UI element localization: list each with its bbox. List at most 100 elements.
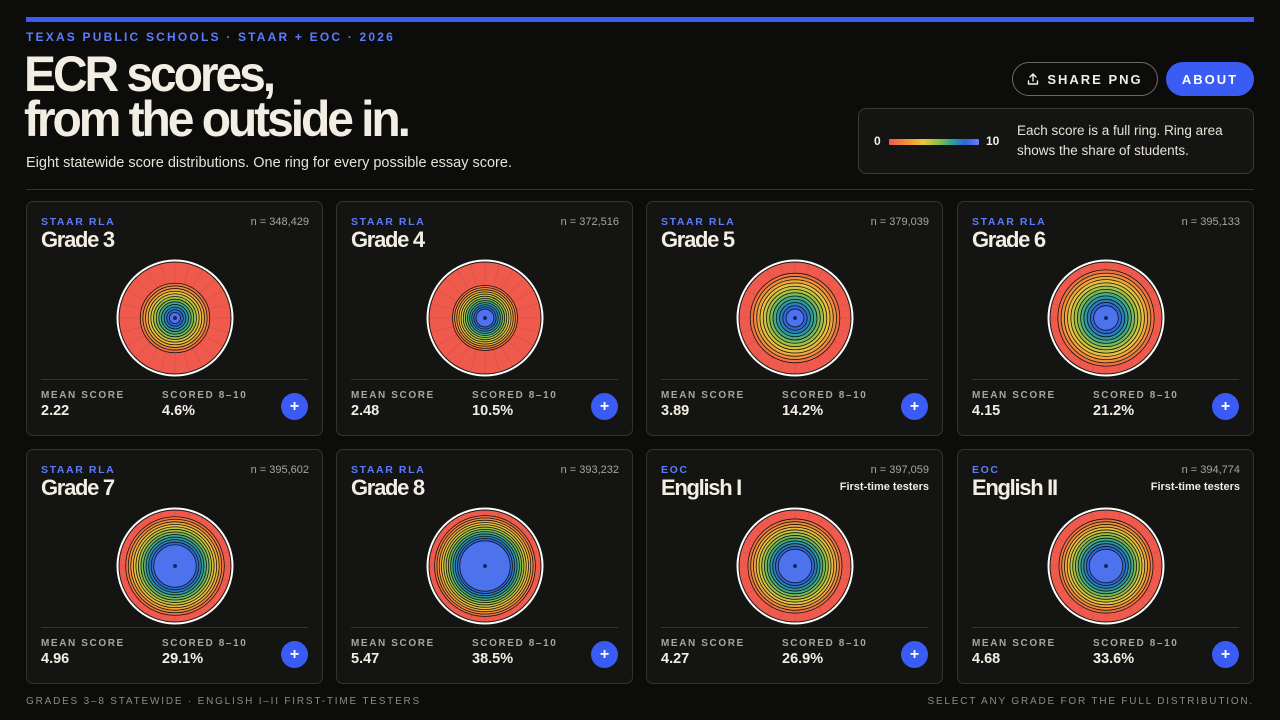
ring-distribution-chart — [426, 507, 544, 625]
card-kicker: EOC — [661, 464, 689, 476]
about-button[interactable]: ABOUT — [1166, 62, 1254, 96]
header-divider — [26, 189, 1254, 190]
mean-score-label: MEAN SCORE — [41, 390, 125, 401]
color-legend: 0 10 Each score is a full ring. Ring are… — [858, 108, 1254, 174]
card-title: Grade 6 — [972, 227, 1046, 252]
ring-distribution-chart — [116, 507, 234, 625]
expand-card-button[interactable]: + — [281, 641, 308, 668]
card-sample-size: n = 394,774 — [1181, 464, 1240, 476]
scored-8-10-value: 14.2% — [782, 403, 824, 419]
ring-distribution-chart — [736, 259, 854, 377]
card-sample-size: n = 372,516 — [560, 216, 619, 228]
card-kicker: EOC — [972, 464, 1000, 476]
expand-card-button[interactable]: + — [901, 393, 928, 420]
mean-score-label: MEAN SCORE — [661, 638, 745, 649]
ring-distribution-chart — [426, 259, 544, 377]
ring-center — [793, 316, 797, 320]
scored-8-10-value: 10.5% — [472, 403, 514, 419]
scored-8-10-value: 26.9% — [782, 651, 824, 667]
card-divider — [41, 379, 308, 380]
ring-distribution-chart — [116, 259, 234, 377]
mean-score-value: 2.48 — [351, 403, 380, 419]
card-divider — [972, 379, 1239, 380]
expand-card-button[interactable]: + — [901, 641, 928, 668]
ring-distribution-chart — [1047, 259, 1165, 377]
legend-max: 10 — [986, 134, 1000, 148]
score-card[interactable]: STAAR RLA Grade 8 n = 393,232 MEAN SCORE 5.4… — [336, 449, 633, 684]
mean-score-value: 2.22 — [41, 403, 70, 419]
scored-8-10-label: SCORED 8–10 — [1093, 390, 1179, 401]
footer-note: GRADES 3–8 STATEWIDE · ENGLISH I–II FIRS… — [26, 696, 422, 707]
card-sample-size: n = 395,602 — [250, 464, 309, 476]
ring-center — [1104, 316, 1108, 320]
mean-score-value: 4.68 — [972, 651, 1001, 667]
expand-card-button[interactable]: + — [281, 393, 308, 420]
mean-score-value: 4.27 — [661, 651, 690, 667]
card-title: Grade 7 — [41, 475, 115, 500]
ring-distribution-chart — [1047, 507, 1165, 625]
score-card[interactable]: STAAR RLA Grade 5 n = 379,039 MEAN SCORE 3.8… — [646, 201, 943, 436]
score-card[interactable]: STAAR RLA Grade 7 n = 395,602 MEAN SCORE 4.9… — [26, 449, 323, 684]
mean-score-value: 5.47 — [351, 651, 380, 667]
card-kicker: STAAR RLA — [972, 216, 1047, 228]
card-sample-size: n = 395,133 — [1181, 216, 1240, 228]
scored-8-10-label: SCORED 8–10 — [472, 390, 558, 401]
ring-center — [483, 316, 487, 320]
mean-score-value: 4.15 — [972, 403, 1001, 419]
legend-description: Each score is a full ring. Ring area sho… — [1017, 123, 1223, 158]
card-kicker: STAAR RLA — [661, 216, 736, 228]
scored-8-10-value: 29.1% — [162, 651, 204, 667]
card-divider — [351, 627, 618, 628]
card-divider — [661, 379, 928, 380]
accent-bar — [26, 17, 1254, 22]
ring-center — [173, 316, 177, 320]
scored-8-10-value: 21.2% — [1093, 403, 1135, 419]
ring-center — [173, 564, 177, 568]
mean-score-label: MEAN SCORE — [661, 390, 745, 401]
share-png-button[interactable]: SHARE PNG — [1012, 62, 1158, 96]
card-kicker: STAAR RLA — [41, 216, 116, 228]
card-title: Grade 3 — [41, 227, 115, 252]
card-divider — [351, 379, 618, 380]
legend-gradient-bar — [889, 139, 979, 145]
mean-score-label: MEAN SCORE — [972, 638, 1056, 649]
score-card[interactable]: EOC English I n = 397,059 First-time tester… — [646, 449, 943, 684]
card-divider — [661, 627, 928, 628]
ring-center — [483, 564, 487, 568]
scored-8-10-value: 4.6% — [162, 403, 196, 419]
card-kicker: STAAR RLA — [351, 216, 426, 228]
score-card[interactable]: EOC English II n = 394,774 First-time teste… — [957, 449, 1254, 684]
mean-score-label: MEAN SCORE — [351, 638, 435, 649]
score-card[interactable]: STAAR RLA Grade 4 n = 372,516 MEAN SCORE 2.4… — [336, 201, 633, 436]
card-title: Grade 5 — [661, 227, 735, 252]
card-title: Grade 8 — [351, 475, 425, 500]
expand-card-button[interactable]: + — [591, 641, 618, 668]
share-png-label: SHARE PNG — [1047, 71, 1143, 87]
expand-card-button[interactable]: + — [1212, 393, 1239, 420]
card-sample-size: n = 397,059 — [870, 464, 929, 476]
upload-icon — [1028, 73, 1039, 85]
scored-8-10-value: 33.6% — [1093, 651, 1135, 667]
card-note: First-time testers — [839, 481, 929, 493]
eyebrow: TEXAS PUBLIC SCHOOLS · STAAR + EOC · 202… — [26, 30, 396, 44]
card-divider — [972, 627, 1239, 628]
card-sample-size: n = 393,232 — [560, 464, 619, 476]
scored-8-10-label: SCORED 8–10 — [1093, 638, 1179, 649]
page-title: ECR scores, from the outside in. — [24, 49, 411, 144]
mean-score-value: 3.89 — [661, 403, 690, 419]
expand-card-button[interactable]: + — [591, 393, 618, 420]
score-card[interactable]: STAAR RLA Grade 6 n = 395,133 MEAN SCORE 4.1… — [957, 201, 1254, 436]
ring-center — [1104, 564, 1108, 568]
card-sample-size: n = 348,429 — [250, 216, 309, 228]
ring-distribution-chart — [736, 507, 854, 625]
scored-8-10-label: SCORED 8–10 — [162, 390, 248, 401]
ring-center — [793, 564, 797, 568]
score-card[interactable]: STAAR RLA Grade 3 n = 348,429 MEAN SCORE 2.2… — [26, 201, 323, 436]
scored-8-10-label: SCORED 8–10 — [782, 638, 868, 649]
page-subtitle: Eight statewide score distributions. One… — [26, 155, 512, 171]
scored-8-10-label: SCORED 8–10 — [472, 638, 558, 649]
card-title: Grade 4 — [351, 227, 425, 252]
expand-card-button[interactable]: + — [1212, 641, 1239, 668]
mean-score-label: MEAN SCORE — [41, 638, 125, 649]
card-sample-size: n = 379,039 — [870, 216, 929, 228]
